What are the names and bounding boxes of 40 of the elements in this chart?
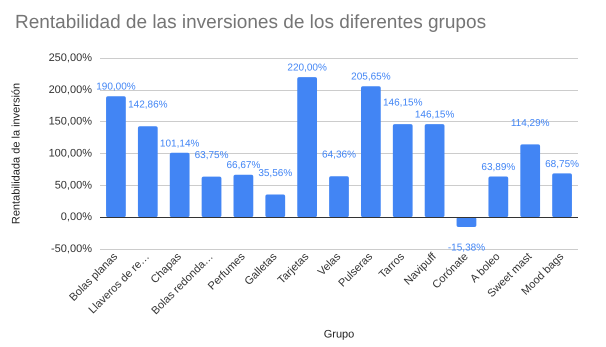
bar xyxy=(424,124,444,218)
bar xyxy=(520,144,540,218)
y-tick-label: 100,00% xyxy=(48,148,92,160)
y-tick-label: 50,00% xyxy=(54,179,92,192)
bar xyxy=(329,176,349,218)
bar xyxy=(552,173,572,218)
bar xyxy=(170,152,190,218)
chart-title: Rentabilidad de las inversiones de los diferentes grupos xyxy=(15,12,486,33)
y-tick-label: 0,00% xyxy=(60,211,92,224)
data-label: 142,86% xyxy=(128,100,168,111)
bar xyxy=(234,174,254,218)
bar xyxy=(138,126,158,218)
data-label: 64,36% xyxy=(322,150,356,161)
bar xyxy=(360,86,381,218)
bar xyxy=(456,217,476,227)
data-label: 146,15% xyxy=(414,110,454,121)
y-axis-title: Rentabilidada de la inversión xyxy=(10,82,22,224)
data-label: 63,89% xyxy=(481,162,516,173)
data-label: 35,56% xyxy=(258,168,292,180)
data-label: 66,67% xyxy=(226,160,260,172)
bar xyxy=(106,96,126,218)
data-label: 101,14% xyxy=(160,138,200,150)
y-tick-label: 250,00% xyxy=(48,52,92,64)
y-tick-label: 150,00% xyxy=(48,116,92,128)
data-label: 146,15% xyxy=(382,98,423,109)
bar xyxy=(488,176,508,218)
data-label: 220,00% xyxy=(287,62,327,74)
y-tick-label: 200,00% xyxy=(48,84,92,96)
bar xyxy=(297,77,318,218)
bar xyxy=(265,194,286,218)
data-label: 63,75% xyxy=(194,150,229,162)
bar xyxy=(392,124,413,218)
data-label: -15,38% xyxy=(448,242,486,254)
data-label: 68,75% xyxy=(545,158,580,170)
y-tick-label: -50,00% xyxy=(51,243,92,255)
x-axis-title: Grupo xyxy=(324,328,354,340)
bar xyxy=(202,176,222,218)
data-label: 205,65% xyxy=(351,72,391,83)
data-label: 114,29% xyxy=(510,118,550,129)
data-label: 190,00% xyxy=(96,82,136,93)
